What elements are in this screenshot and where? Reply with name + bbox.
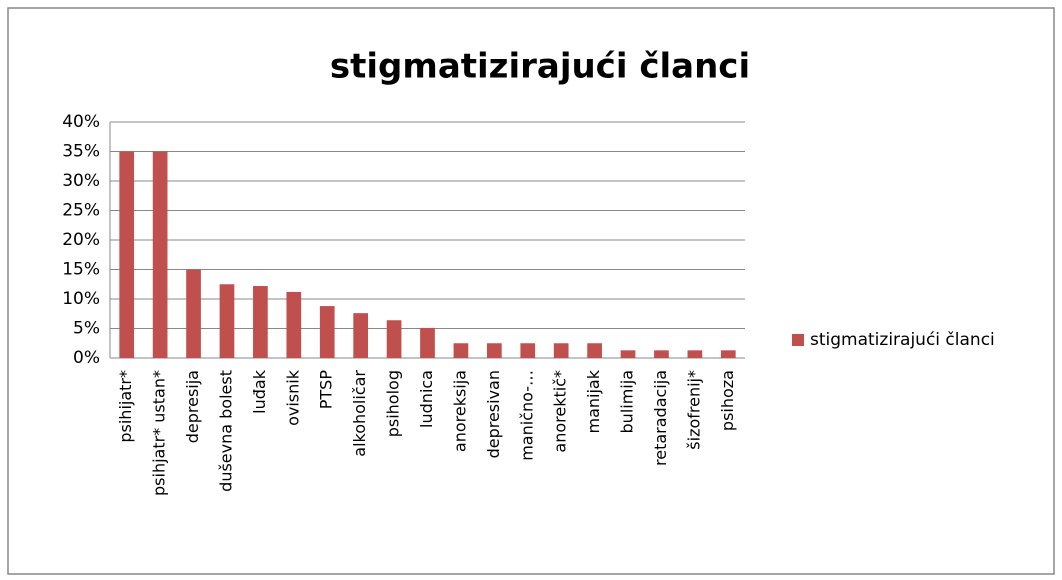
y-tick-label: 0% bbox=[73, 348, 100, 368]
x-tick-label: psiholog bbox=[384, 370, 403, 437]
bar bbox=[253, 286, 268, 358]
chart-frame bbox=[7, 7, 1055, 575]
y-tick-label: 10% bbox=[62, 289, 100, 309]
x-tick-label: duševna bolest bbox=[216, 370, 235, 492]
x-tick-label: luđak bbox=[250, 369, 269, 414]
chart-title: stigmatizirajući članci bbox=[330, 47, 750, 87]
x-tick-label: depresivan bbox=[484, 370, 503, 458]
bar bbox=[520, 343, 536, 358]
x-tick-label: retaradacija bbox=[651, 370, 670, 466]
y-tick-label: 5% bbox=[73, 319, 100, 339]
x-tick-label: anoreksija bbox=[450, 370, 469, 452]
x-tick-label: psihjatr* ustan* bbox=[150, 370, 169, 496]
y-tick-label: 40% bbox=[62, 112, 100, 132]
y-tick-label: 30% bbox=[62, 171, 100, 191]
bar bbox=[687, 350, 703, 358]
bar bbox=[319, 306, 335, 358]
bar bbox=[119, 151, 135, 358]
x-tick-label: ovisnik bbox=[283, 369, 302, 426]
bar bbox=[219, 284, 235, 358]
bar bbox=[553, 343, 569, 358]
bar bbox=[486, 343, 502, 358]
x-tick-label: anorektič* bbox=[551, 370, 570, 453]
bar bbox=[186, 269, 201, 358]
legend-label: stigmatizirajući članci bbox=[810, 330, 995, 350]
legend-swatch bbox=[792, 334, 804, 346]
bar bbox=[152, 151, 168, 358]
bar bbox=[720, 350, 736, 358]
x-tick-label: ludnica bbox=[417, 370, 436, 428]
bar bbox=[420, 327, 435, 358]
y-tick-label: 25% bbox=[62, 201, 100, 221]
bar bbox=[286, 291, 302, 358]
y-tick-label: 20% bbox=[62, 230, 100, 250]
x-tick-label: bulimija bbox=[618, 370, 637, 433]
bar bbox=[353, 313, 369, 358]
bar bbox=[654, 350, 669, 358]
x-tick-label: alkoholičar bbox=[350, 370, 369, 457]
x-tick-label: manijak bbox=[584, 369, 603, 433]
x-tick-label: šizofrenij* bbox=[684, 370, 703, 450]
x-tick-label: manično-… bbox=[517, 370, 536, 461]
bar bbox=[453, 343, 469, 358]
x-tick-label: depresija bbox=[183, 370, 202, 443]
x-tick-label: psihijatr* bbox=[116, 370, 135, 443]
bar bbox=[620, 350, 636, 358]
bar bbox=[587, 343, 602, 358]
y-tick-label: 35% bbox=[62, 142, 100, 162]
bar bbox=[386, 320, 402, 358]
x-tick-label: psihoza bbox=[718, 370, 737, 431]
y-tick-label: 15% bbox=[62, 260, 100, 280]
x-tick-label: PTSP bbox=[317, 370, 336, 410]
